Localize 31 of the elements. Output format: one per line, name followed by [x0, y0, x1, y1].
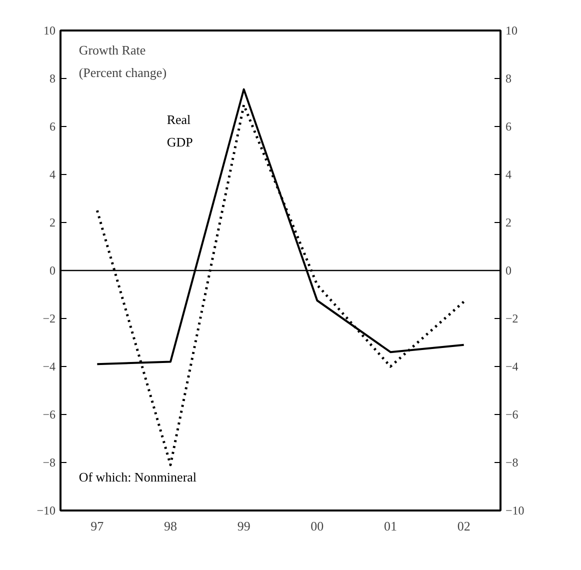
y2-tick-label: 6 — [506, 120, 512, 134]
x-tick-label: 00 — [310, 518, 324, 534]
y2-tick-label: −8 — [506, 456, 518, 470]
x-tick-label: 02 — [457, 518, 470, 534]
y2-tick-label: −6 — [506, 408, 518, 422]
x-tick-label: 98 — [164, 518, 177, 534]
y-tick-label: 10 — [44, 24, 56, 38]
y-tick-label: −6 — [42, 408, 56, 422]
text: Growth Rate (Percent change) — [78, 42, 167, 80]
y-tick-label: 0 — [50, 264, 56, 278]
x-tick-label: 01 — [384, 518, 397, 534]
y2-tick-label: 8 — [506, 72, 512, 86]
text: Real GDP — [166, 112, 193, 150]
y-tick-label: −10 — [36, 504, 56, 518]
y-tick-label: −8 — [42, 456, 56, 470]
y-tick-label: 2 — [50, 216, 56, 230]
y-tick-label: 8 — [50, 72, 56, 86]
x-tick-label: 97 — [90, 518, 104, 534]
y-tick-label: −4 — [42, 360, 56, 374]
y2-tick-label: −2 — [506, 312, 518, 326]
y2-tick-label: −4 — [506, 360, 518, 374]
y2-tick-label: 0 — [506, 264, 512, 278]
y-tick-label: −2 — [42, 312, 56, 326]
x-tick-label: 99 — [237, 518, 250, 534]
y-tick-label: 4 — [50, 168, 56, 182]
text: Of which: Nonmineral — [78, 470, 197, 485]
y2-tick-label: 10 — [506, 24, 518, 38]
y2-tick-label: 4 — [506, 168, 512, 182]
y2-tick-label: 2 — [506, 216, 512, 230]
y-tick-label: 6 — [50, 120, 56, 134]
y2-tick-label: −10 — [506, 504, 524, 518]
